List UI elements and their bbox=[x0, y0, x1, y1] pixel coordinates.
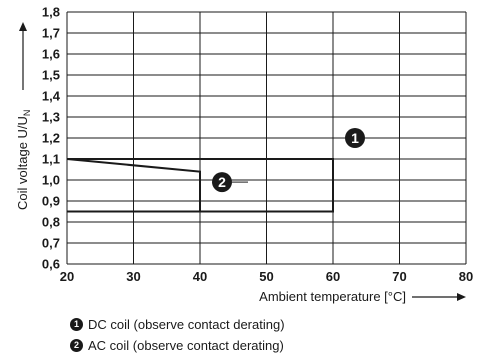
x-tick-label: 30 bbox=[126, 269, 140, 284]
legend-marker-1: 1 bbox=[70, 318, 83, 331]
y-axis-label-subscript: N bbox=[22, 110, 32, 117]
y-axis-arrowhead bbox=[19, 22, 27, 31]
y-tick-label: 1,6 bbox=[42, 47, 60, 62]
y-axis-label-group: Coil voltage U/UN bbox=[15, 110, 32, 210]
legend-item-dc: 1 DC coil (observe contact derating) bbox=[70, 317, 285, 332]
y-tick-label: 1,0 bbox=[42, 173, 60, 188]
callout-marker bbox=[345, 128, 365, 148]
y-tick-label: 1,2 bbox=[42, 131, 60, 146]
y-axis-label: Coil voltage U/UN bbox=[15, 110, 32, 210]
x-axis-arrowhead bbox=[457, 293, 466, 301]
x-tick-label: 80 bbox=[459, 269, 473, 284]
y-tick-label: 1,8 bbox=[42, 5, 60, 20]
x-tick-label: 40 bbox=[193, 269, 207, 284]
y-tick-label: 0,6 bbox=[42, 257, 60, 272]
y-tick-label: 0,9 bbox=[42, 194, 60, 209]
x-axis-label: Ambient temperature [°C] bbox=[259, 289, 406, 304]
legend-text-dc: DC coil (observe contact derating) bbox=[88, 317, 285, 332]
legend-marker-2: 2 bbox=[70, 339, 83, 352]
x-tick-label: 50 bbox=[259, 269, 273, 284]
x-tick-label: 70 bbox=[392, 269, 406, 284]
legend-item-ac: 2 AC coil (observe contact derating) bbox=[70, 338, 284, 353]
coil-voltage-chart: 0,6 0,7 0,8 0,9 1,0 1,1 1,2 1,3 1,4 1,5 1,6 1,7 1,8 2… bbox=[15, 5, 473, 305]
callout-label: 1 bbox=[351, 130, 359, 146]
legend-text-ac: AC coil (observe contact derating) bbox=[88, 338, 284, 353]
y-tick-label: 1,1 bbox=[42, 152, 60, 167]
y-tick-label: 1,5 bbox=[42, 68, 60, 83]
y-tick-label: 1,7 bbox=[42, 26, 60, 41]
x-tick-label: 20 bbox=[60, 269, 74, 284]
callout-marker bbox=[212, 172, 232, 193]
series-line-2 bbox=[66, 158, 201, 212]
y-tick-label: 0,8 bbox=[42, 215, 60, 230]
y-tick-label: 1,4 bbox=[42, 89, 61, 104]
y-tick-label: 1,3 bbox=[42, 110, 60, 125]
x-tick-label: 60 bbox=[326, 269, 340, 284]
callout-label: 2 bbox=[218, 174, 226, 190]
y-tick-label: 0,7 bbox=[42, 236, 60, 251]
